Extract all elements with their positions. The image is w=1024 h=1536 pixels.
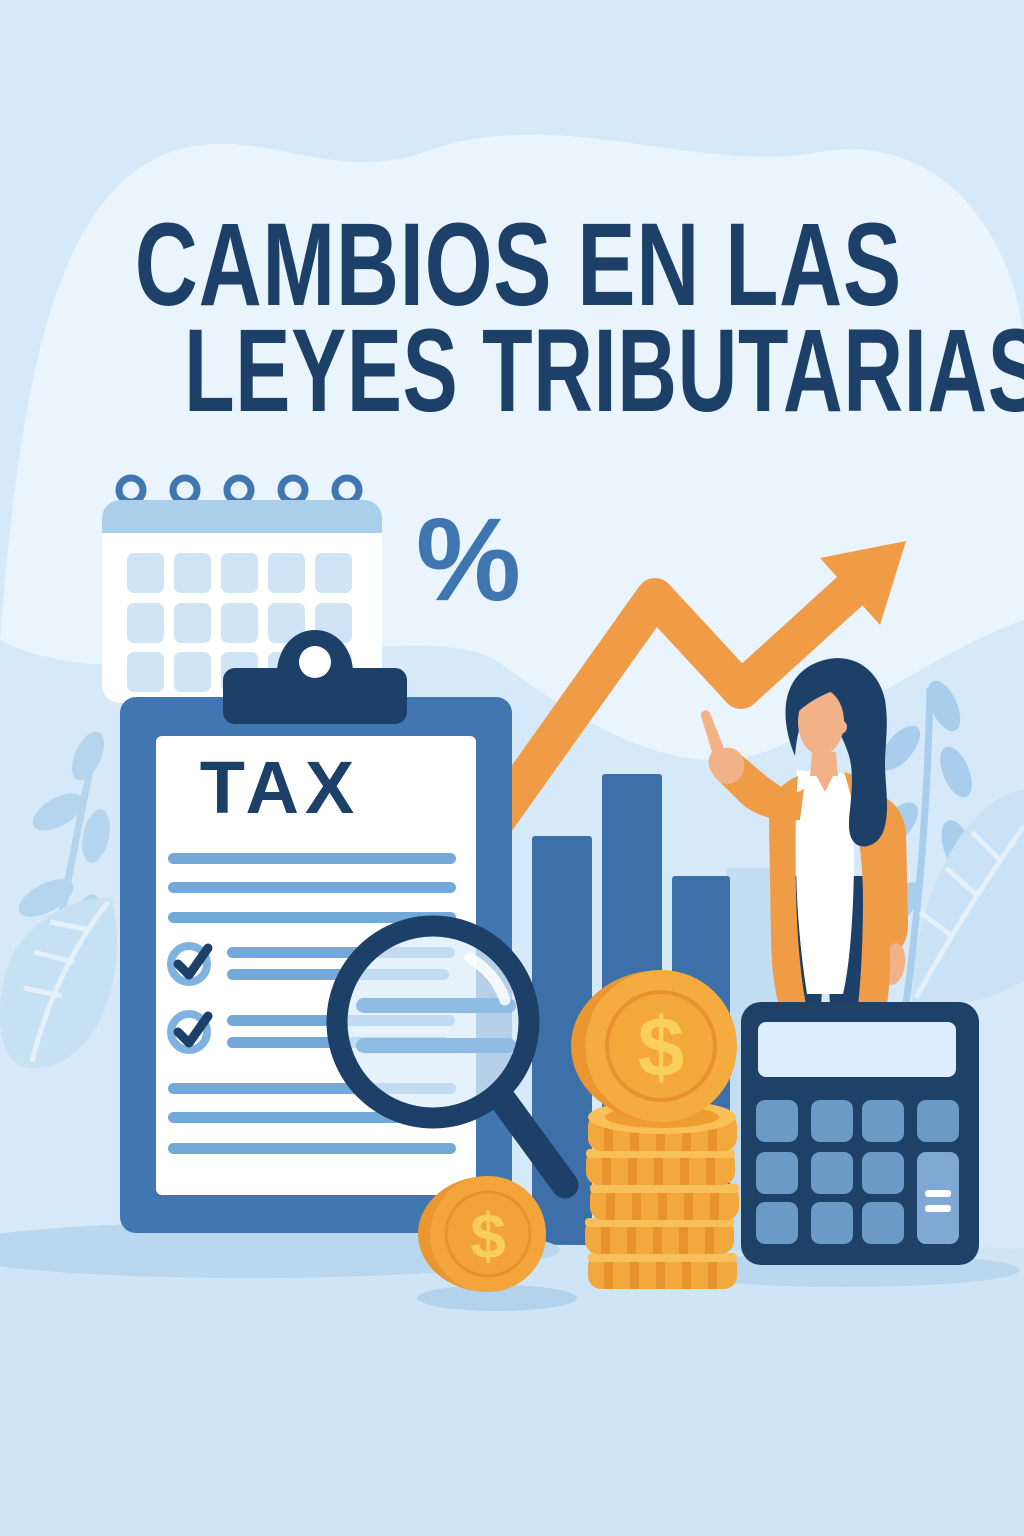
checkbox-checked	[167, 942, 213, 986]
calendar-header	[102, 500, 382, 533]
woman-face	[798, 689, 844, 755]
text-line	[168, 912, 456, 923]
calculator-button	[917, 1100, 959, 1142]
checkmark-icon	[173, 1011, 213, 1048]
dollar-symbol: $	[470, 1200, 506, 1272]
calculator-button	[756, 1202, 798, 1244]
equals-icon	[925, 1190, 951, 1197]
calculator-button	[811, 1202, 853, 1244]
poster-title-line2: LEYES TRIBUTARIAS	[184, 305, 1024, 437]
calculator-display	[758, 1022, 956, 1077]
poster-title-line1: CAMBIOS EN LAS	[134, 199, 902, 331]
coin-shadow	[417, 1285, 577, 1311]
text-line	[168, 1112, 456, 1123]
text-line	[168, 853, 456, 864]
text-line	[168, 1143, 456, 1154]
woman-hair-front	[798, 665, 872, 712]
percent-symbol: %	[416, 494, 521, 626]
calculator-button	[811, 1152, 853, 1194]
clipboard-clip-icon	[223, 630, 407, 724]
calculator-button	[756, 1152, 798, 1194]
coin-stack	[585, 1100, 739, 1289]
calculator-button	[811, 1100, 853, 1142]
right-big-leaf	[912, 790, 1024, 1006]
woman-jacket-left	[769, 776, 808, 1014]
woman-neck	[810, 752, 838, 776]
text-line	[168, 882, 456, 893]
calculator-button	[862, 1100, 904, 1142]
woman-ear	[833, 720, 847, 734]
checkbox-checked	[167, 1010, 213, 1054]
woman-pointing-hand	[700, 710, 745, 784]
arrowhead	[820, 541, 906, 625]
equals-button	[917, 1152, 959, 1244]
checklist-line	[227, 947, 455, 958]
calculator-button	[756, 1100, 798, 1142]
magnifier-handle	[486, 1082, 579, 1199]
text-line	[168, 1083, 456, 1094]
calculator-button	[862, 1202, 904, 1244]
dollar-coin-large: $	[571, 970, 737, 1122]
equals-icon	[925, 1205, 951, 1212]
dollar-coin-small: $	[418, 1176, 546, 1292]
checkmark-icon	[173, 943, 213, 980]
tax-heading: TAX	[199, 746, 361, 829]
dollar-symbol: $	[638, 1000, 685, 1094]
calculator-button	[862, 1152, 904, 1194]
left-big-leaf	[0, 897, 117, 1069]
calculator	[741, 1002, 979, 1265]
woman-shirt	[796, 770, 854, 994]
